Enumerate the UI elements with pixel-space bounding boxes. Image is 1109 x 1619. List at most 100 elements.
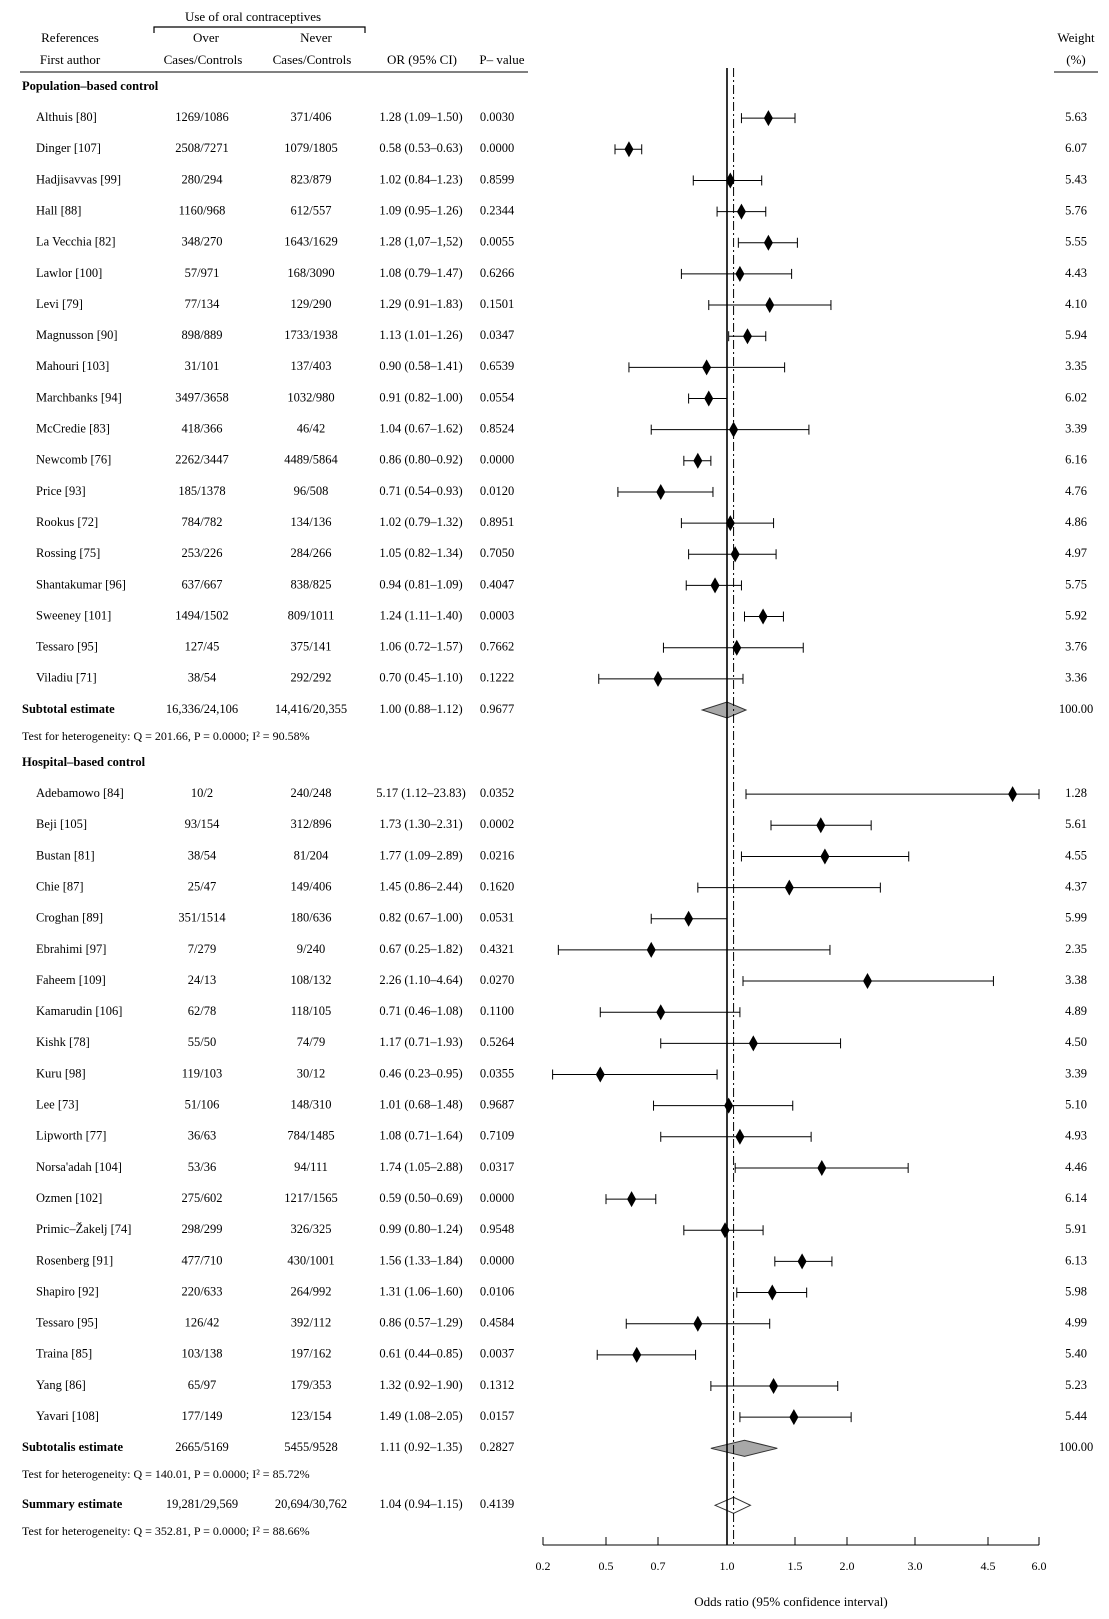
hospital-study-2-author: Beji [105] (36, 817, 87, 831)
population-study-16-ci: 0.94 (0.81–1.09) (379, 577, 462, 591)
hospital-study-5-point (684, 910, 694, 927)
hospital-study-12-ci: 1.08 (0.71–1.64) (379, 1129, 462, 1143)
header-never-sub: Cases/Controls (273, 52, 352, 67)
population-study-14-never: 134/136 (291, 515, 332, 529)
population-study-18-ci: 1.06 (0.72–1.57) (379, 640, 462, 654)
hospital-study-13-over: 53/36 (188, 1160, 216, 1174)
hospital-study-6-over: 7/279 (188, 942, 216, 956)
hospital-study-18-p: 0.4584 (480, 1316, 515, 1330)
population-study-16-over: 637/667 (182, 577, 223, 591)
population-study-2-weight: 6.07 (1065, 141, 1087, 155)
hospital-study-17-p: 0.0106 (480, 1284, 514, 1298)
population-study-10-weight: 6.02 (1065, 390, 1087, 404)
population-study-11-weight: 3.39 (1065, 422, 1087, 436)
hospital-study-7-p: 0.0270 (480, 973, 514, 987)
population-study-16-p: 0.4047 (480, 577, 514, 591)
population-study-8-ci: 1.13 (1.01–1.26) (379, 328, 462, 342)
hospital-study-3-p: 0.0216 (480, 848, 514, 862)
population-study-9-never: 137/403 (291, 359, 332, 373)
hospital-study-9-ci: 1.17 (0.71–1.93) (379, 1035, 462, 1049)
hospital-study-11-never: 148/310 (291, 1098, 332, 1112)
hospital-study-12-p: 0.7109 (480, 1129, 514, 1143)
hospital-study-17-point (767, 1284, 777, 1301)
hospital-study-7-weight: 3.38 (1065, 973, 1087, 987)
hospital-study-14-point (627, 1191, 637, 1208)
population-study-12-p: 0.0000 (480, 453, 514, 467)
population-study-13-weight: 4.76 (1065, 484, 1087, 498)
population-study-7-over: 77/134 (185, 297, 220, 311)
hospital-study-20-ci: 1.32 (0.92–1.90) (379, 1378, 462, 1392)
population-study-14-point (725, 515, 735, 532)
population-study-13-p: 0.0120 (480, 484, 514, 498)
population-study-12-author: Newcomb [76] (36, 453, 111, 467)
hospital-subtotal-weight: 100.00 (1059, 1440, 1093, 1454)
hospital-study-16-author: Rosenberg [91] (36, 1253, 113, 1267)
population-study-10-ci: 0.91 (0.82–1.00) (379, 390, 462, 404)
population-study-2-never: 1079/1805 (284, 141, 337, 155)
hospital-study-9-over: 55/50 (188, 1035, 216, 1049)
header-weight: Weight (1057, 30, 1095, 45)
population-study-6-point (735, 265, 745, 282)
hospital-study-14-never: 1217/1565 (284, 1191, 337, 1205)
population-study-19-p: 0.1222 (480, 671, 514, 685)
hospital-study-1-point (1008, 786, 1018, 803)
hospital-study-9-author: Kishk [78] (36, 1035, 90, 1049)
hospital-study-7-ci: 2.26 (1.10–4.64) (379, 973, 462, 987)
hospital-study-9-point (748, 1035, 758, 1052)
hospital-study-16-ci: 1.56 (1.33–1.84) (379, 1253, 462, 1267)
hospital-study-10-p: 0.0355 (480, 1066, 514, 1080)
hospital-study-16-weight: 6.13 (1065, 1253, 1087, 1267)
population-study-13-author: Price [93] (36, 484, 86, 498)
hospital-study-21-point (789, 1409, 799, 1426)
hospital-study-16-never: 430/1001 (287, 1253, 334, 1267)
hospital-study-16-point (797, 1253, 807, 1270)
population-study-15-ci: 1.05 (0.82–1.34) (379, 546, 462, 560)
population-study-3-ci: 1.02 (0.84–1.23) (379, 172, 462, 186)
hospital-study-18-never: 392/112 (291, 1316, 332, 1330)
header-never: Never (300, 30, 332, 45)
hospital-study-10-author: Kuru [98] (36, 1066, 86, 1080)
population-study-16-author: Shantakumar [96] (36, 577, 126, 591)
population-study-10-over: 3497/3658 (175, 390, 228, 404)
hospital-study-19-never: 197/162 (291, 1347, 332, 1361)
population-study-15-over: 253/226 (182, 546, 223, 560)
hospital-study-15-weight: 5.91 (1065, 1222, 1087, 1236)
hospital-study-6-ci: 0.67 (0.25–1.82) (379, 942, 462, 956)
population-study-17-weight: 5.92 (1065, 608, 1087, 622)
hospital-study-19-ci: 0.61 (0.44–0.85) (379, 1347, 462, 1361)
population-study-10-point (704, 390, 714, 407)
population-study-5-weight: 5.55 (1065, 235, 1087, 249)
hospital-study-8-author: Kamarudin [106] (36, 1004, 122, 1018)
x-tick-label-6: 2.0 (840, 1559, 855, 1573)
population-study-3-never: 823/879 (291, 172, 332, 186)
hospital-study-18-weight: 4.99 (1065, 1316, 1087, 1330)
summary-heterogeneity: Test for heterogeneity: Q = 352.81, P = … (22, 1524, 310, 1538)
hospital-study-11-ci: 1.01 (0.68–1.48) (379, 1098, 462, 1112)
x-tick-label-4: 1.0 (720, 1559, 735, 1573)
hospital-study-21-author: Yavari [108] (36, 1409, 99, 1423)
hospital-study-20-never: 179/353 (291, 1378, 332, 1392)
population-study-1-never: 371/406 (291, 110, 332, 124)
population-study-10-author: Marchbanks [94] (36, 390, 122, 404)
population-study-1-author: Althuis [80] (36, 110, 97, 124)
header-p-value: P– value (479, 52, 524, 67)
summary-p: 0.4139 (480, 1497, 514, 1511)
hospital-study-12-never: 784/1485 (287, 1129, 334, 1143)
hospital-subtotal-diamond (710, 1439, 778, 1457)
hospital-study-4-over: 25/47 (188, 879, 216, 893)
population-study-7-author: Levi [79] (36, 297, 83, 311)
hospital-study-19-weight: 5.40 (1065, 1347, 1087, 1361)
hospital-study-20-point (769, 1378, 779, 1394)
population-study-4-author: Hall [88] (36, 203, 81, 217)
hospital-study-5-never: 180/636 (291, 911, 332, 925)
x-tick-label-9: 6.0 (1032, 1559, 1047, 1573)
x-axis-label: Odds ratio (95% confidence interval) (694, 1594, 887, 1609)
summary-ci: 1.04 (0.94–1.15) (379, 1497, 462, 1511)
hospital-study-11-weight: 5.10 (1065, 1098, 1087, 1112)
x-tick-label-3: 0.7 (651, 1559, 666, 1573)
population-study-11-author: McCredie [83] (36, 422, 110, 436)
summary-over: 19,281/29,569 (166, 1497, 238, 1511)
hospital-study-8-never: 118/105 (291, 1004, 332, 1018)
population-study-4-weight: 5.76 (1065, 203, 1087, 217)
hospital-study-9-weight: 4.50 (1065, 1035, 1087, 1049)
